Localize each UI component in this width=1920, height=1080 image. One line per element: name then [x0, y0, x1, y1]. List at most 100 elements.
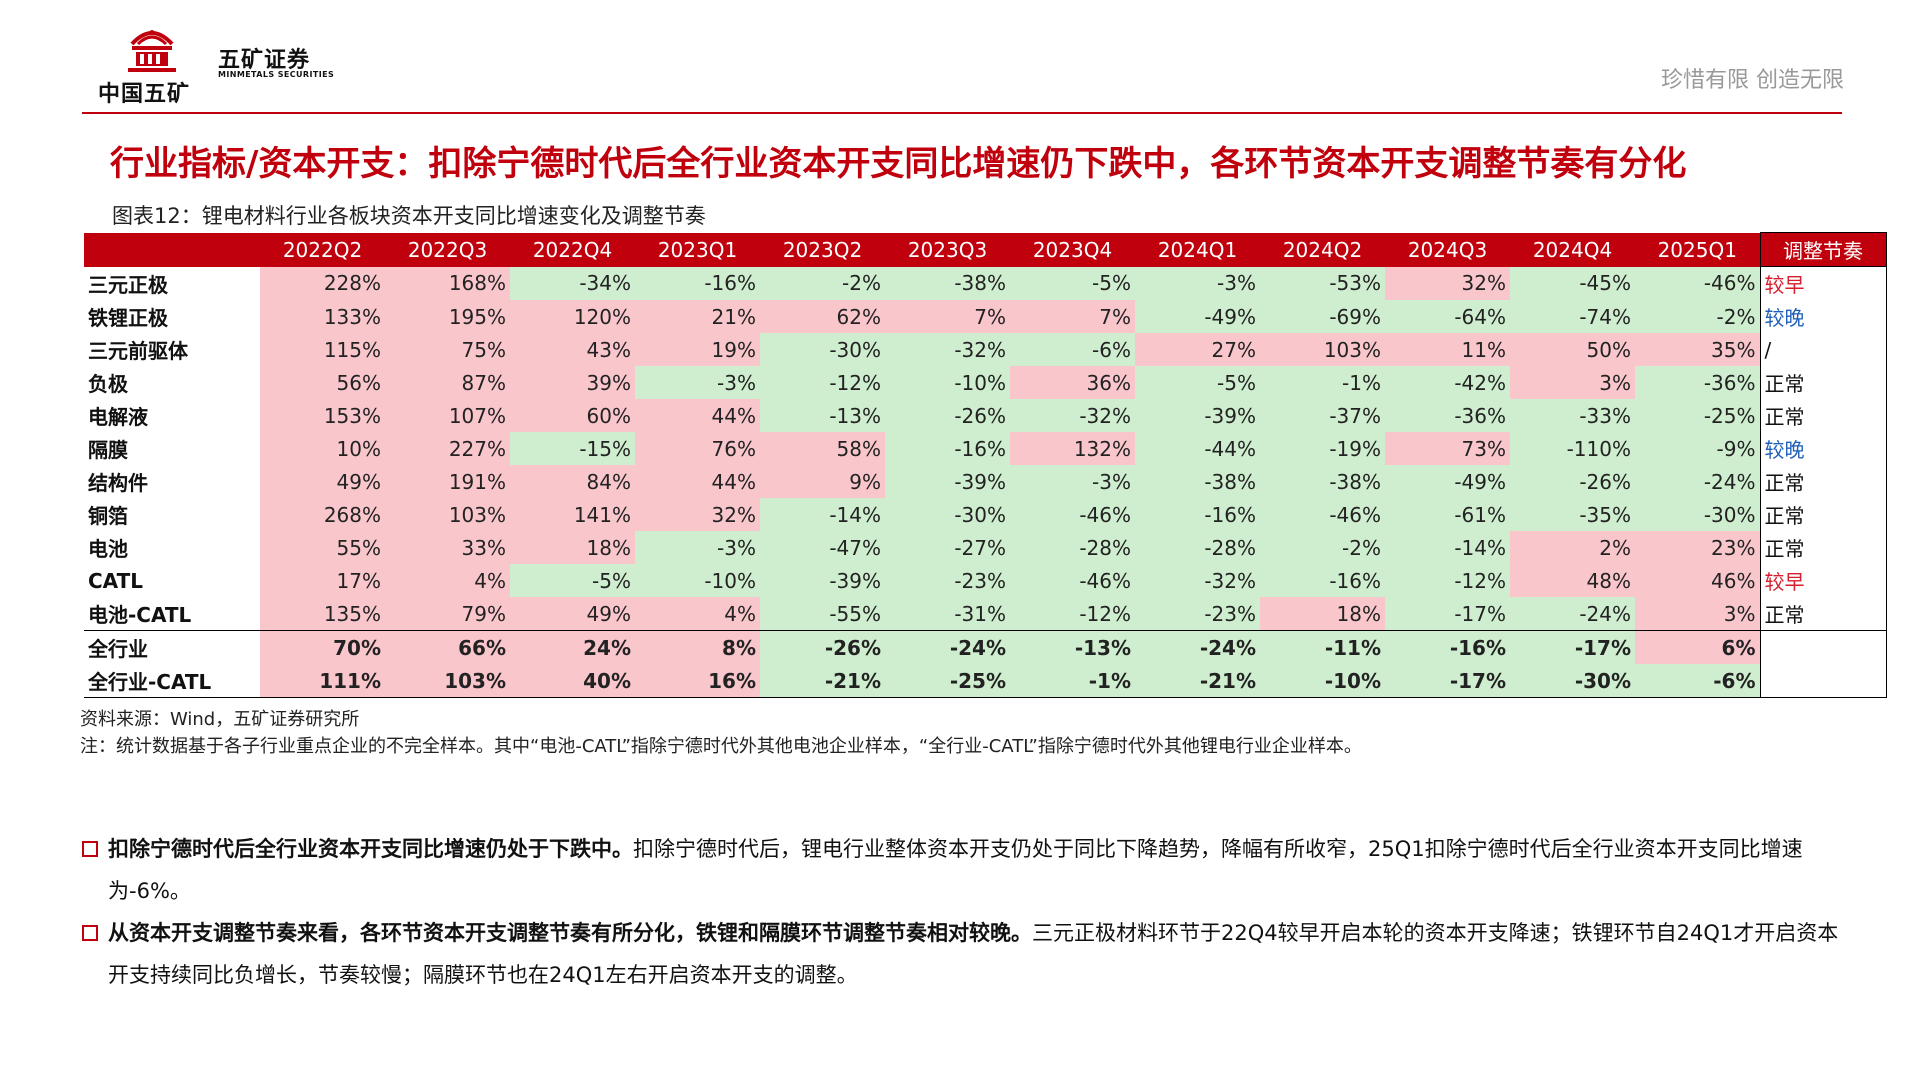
value-cell: -53% — [1260, 266, 1385, 300]
column-header: 2023Q3 — [885, 232, 1010, 267]
value-cell: -12% — [1010, 597, 1135, 631]
value-cell: -42% — [1385, 366, 1510, 399]
value-cell: 27% — [1135, 333, 1260, 366]
value-cell: -23% — [885, 564, 1010, 597]
value-cell: 7% — [885, 300, 1010, 333]
value-cell: 55% — [260, 531, 385, 564]
bullet-item: 扣除宁德时代后全行业资本开支同比增速仍处于下跌中。扣除宁德时代后，锂电行业整体资… — [80, 828, 1840, 912]
brand-name-en: MINMETALS SECURITIES — [218, 70, 335, 79]
adjustment-pace-cell — [1759, 630, 1887, 664]
table-row: CATL 17% 4% -5% -10% -39% -23% -46% -32% -16% -12%… — [84, 564, 1887, 597]
footnote-text: 注：统计数据基于各子行业重点企业的不完全样本。其中“电池-CATL”指除宁德时代… — [80, 736, 1362, 757]
value-cell: 3% — [1510, 366, 1635, 399]
row-label: CATL — [88, 568, 143, 593]
bullet-list: 扣除宁德时代后全行业资本开支同比增速仍处于下跌中。扣除宁德时代后，锂电行业整体资… — [80, 828, 1840, 996]
value-cell: 32% — [1385, 266, 1510, 300]
value-cell: 66% — [385, 630, 510, 664]
value-cell: -25% — [1635, 399, 1760, 432]
column-header: 2024Q3 — [1385, 232, 1510, 267]
value-cell: -11% — [1260, 630, 1385, 664]
value-cell: -19% — [1260, 432, 1385, 465]
value-cell: -24% — [885, 630, 1010, 664]
value-cell: 56% — [260, 366, 385, 399]
value-cell: -6% — [1635, 664, 1760, 698]
value-cell: 50% — [1510, 333, 1635, 366]
value-cell: 49% — [260, 465, 385, 498]
column-header: 2024Q2 — [1260, 232, 1385, 267]
value-cell: 227% — [385, 432, 510, 465]
column-header: 2023Q1 — [635, 232, 760, 267]
table-caption: 图表12：锂电材料行业各板块资本开支同比增速变化及调整节奏 — [112, 204, 706, 228]
value-cell: -24% — [1510, 597, 1635, 631]
value-cell: -31% — [885, 597, 1010, 631]
table-body: 三元正极 228% 168% -34% -16% -2% -38% -5% -3% -53% 32%… — [84, 266, 1887, 698]
value-cell: 6% — [1635, 630, 1760, 664]
column-header: 2023Q2 — [760, 232, 885, 267]
value-cell: 23% — [1635, 531, 1760, 564]
value-cell: 32% — [635, 498, 760, 531]
table-row: 电解液 153% 107% 60% 44% -13% -26% -32% -39% -37% -36… — [84, 399, 1887, 432]
value-cell: 135% — [260, 597, 385, 631]
row-label: 铜箔 — [88, 504, 128, 528]
value-cell: -24% — [1135, 630, 1260, 664]
row-label: 电池 — [88, 537, 128, 561]
value-cell: 10% — [260, 432, 385, 465]
value-cell: -32% — [885, 333, 1010, 366]
value-cell: -26% — [1510, 465, 1635, 498]
adjustment-pace-cell: 较早 — [1759, 564, 1887, 597]
value-cell: -10% — [1260, 664, 1385, 698]
bullet-body-text: 扣除宁德时代后，锂电行业整体资本开支仍处于同比下降趋势，降幅有所收窄，25Q1扣… — [108, 837, 1803, 903]
logo-text: 中国五矿 — [98, 82, 191, 107]
value-cell: -3% — [1135, 266, 1260, 300]
value-cell: -30% — [1635, 498, 1760, 531]
value-cell: -2% — [1635, 300, 1760, 333]
value-cell: 2% — [1510, 531, 1635, 564]
row-label: 隔膜 — [88, 438, 128, 462]
note-column-header: 调整节奏 — [1759, 232, 1887, 267]
value-cell: -14% — [1385, 531, 1510, 564]
table-row: 负极 56% 87% 39% -3% -12% -10% 36% -5% -1% -42% 3% -36… — [84, 366, 1887, 399]
adjustment-pace-cell: 正常 — [1759, 498, 1887, 531]
column-header: 2022Q2 — [260, 232, 385, 267]
value-cell: -5% — [1135, 366, 1260, 399]
value-cell: 4% — [385, 564, 510, 597]
value-cell: -61% — [1385, 498, 1510, 531]
column-header: 2024Q1 — [1135, 232, 1260, 267]
china-minmetals-logo-icon — [128, 30, 176, 72]
value-cell: -14% — [760, 498, 885, 531]
value-cell: 44% — [635, 399, 760, 432]
value-cell: -30% — [760, 333, 885, 366]
value-cell: 228% — [260, 266, 385, 300]
value-cell: -25% — [885, 664, 1010, 698]
value-cell: 58% — [760, 432, 885, 465]
value-cell: 18% — [510, 531, 635, 564]
value-cell: 62% — [760, 300, 885, 333]
value-cell: 79% — [385, 597, 510, 631]
value-cell: -13% — [760, 399, 885, 432]
row-label: 结构件 — [88, 471, 148, 495]
value-cell: -55% — [760, 597, 885, 631]
value-cell: 39% — [510, 366, 635, 399]
row-label: 全行业-CATL — [84, 664, 260, 698]
value-cell: -38% — [885, 266, 1010, 300]
source-text: 资料来源：Wind，五矿证券研究所 — [80, 709, 360, 730]
adjustment-pace-cell — [1759, 664, 1887, 698]
value-cell: -21% — [1135, 664, 1260, 698]
header: 中国五矿 五矿证券 MINMETALS SECURITIES 珍惜有限 创造无限 — [0, 0, 1920, 118]
value-cell: -3% — [1010, 465, 1135, 498]
value-cell: -46% — [1010, 498, 1135, 531]
row-label: 电解液 — [88, 405, 148, 429]
row-label: 电池-CATL — [88, 603, 192, 627]
value-cell: -15% — [510, 432, 635, 465]
value-cell: 33% — [385, 531, 510, 564]
value-cell: -6% — [1010, 333, 1135, 366]
value-cell: -33% — [1510, 399, 1635, 432]
value-cell: 132% — [1010, 432, 1135, 465]
value-cell: -17% — [1385, 597, 1510, 631]
bullet-bold-text: 扣除宁德时代后全行业资本开支同比增速仍处于下跌中。 — [108, 837, 633, 861]
value-cell: 120% — [510, 300, 635, 333]
value-cell: -32% — [1010, 399, 1135, 432]
value-cell: -30% — [1510, 664, 1635, 698]
value-cell: -44% — [1135, 432, 1260, 465]
column-header: 2024Q4 — [1510, 232, 1635, 267]
